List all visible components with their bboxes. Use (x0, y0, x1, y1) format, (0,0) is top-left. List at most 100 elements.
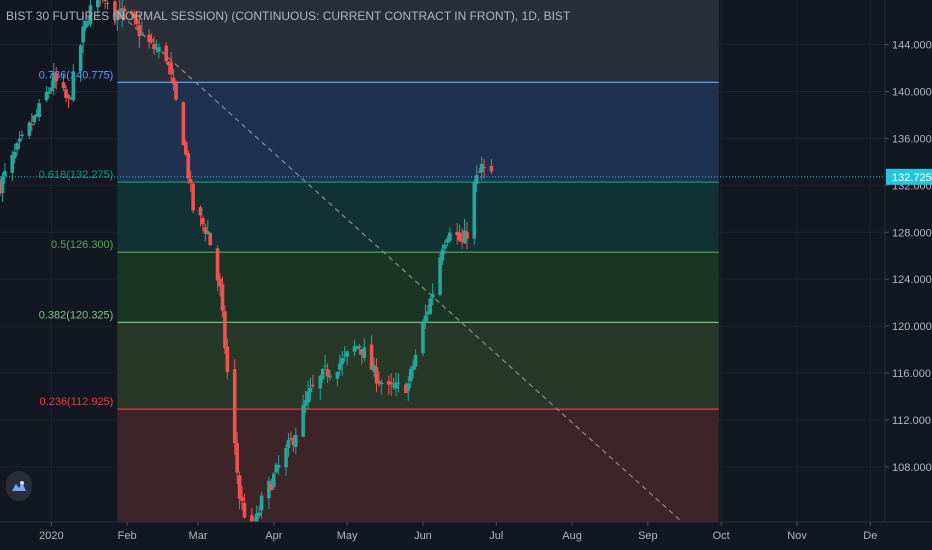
candle-body (355, 346, 359, 349)
candle-body (286, 439, 291, 448)
y-axis-tick-label: 140.000 (892, 86, 932, 98)
candle-body (86, 24, 90, 26)
trendline[interactable] (114, 8, 683, 523)
candle-body (27, 122, 32, 136)
candle-body (61, 82, 66, 89)
candle-body (117, 9, 122, 19)
fib-level-label: 0.236(112.925) (40, 396, 114, 408)
candle-body (17, 138, 22, 142)
last-price-badge (886, 168, 932, 185)
candle-body (237, 475, 242, 499)
candle-body (274, 464, 279, 473)
y-axis-tick-label: 136.000 (892, 133, 932, 145)
candles (0, 0, 494, 539)
x-axis-tick-label: Mar (189, 530, 208, 542)
candle-body (232, 369, 237, 444)
candle-body (88, 5, 93, 25)
candle-body (242, 502, 247, 518)
x-axis-tick-label: May (337, 530, 358, 542)
candle-body (386, 381, 391, 385)
fib-zone (117, 252, 719, 323)
candle-body (276, 464, 281, 468)
candle-body (20, 134, 24, 136)
candle-body (66, 95, 71, 99)
candle-body (455, 232, 459, 236)
x-axis-tick-label: De (863, 530, 877, 542)
x-axis-tick-label: Jul (489, 530, 503, 542)
candle-body (186, 153, 191, 179)
candle-body (413, 355, 418, 367)
candle-body (184, 142, 188, 155)
y-axis-tick-label: 112.000 (892, 415, 931, 427)
candle-body (311, 384, 315, 387)
fib-level-label: 0.618(132.275) (39, 169, 114, 181)
candle-body (338, 363, 342, 370)
candle-body (206, 231, 210, 234)
x-axis-tick-label: Sep (638, 530, 658, 542)
candle-body (78, 45, 83, 71)
y-axis-tick-label: 128.000 (892, 227, 932, 239)
fib-zone (117, 409, 719, 522)
candle-body (448, 232, 452, 241)
candle-body (113, 1, 117, 17)
candle-body (335, 371, 340, 379)
candle-body (47, 91, 51, 94)
candle-body (208, 232, 213, 246)
y-axis-tick-label: 120.000 (892, 321, 932, 333)
last-price-label: 132.725 (892, 172, 932, 184)
candle-body (272, 473, 276, 488)
candle-body (404, 384, 408, 394)
candle-body (83, 20, 88, 29)
candle-body (267, 480, 271, 499)
candle-body (391, 386, 396, 388)
candle-body (394, 382, 398, 389)
candle-body (171, 77, 176, 84)
candle-body (135, 19, 139, 24)
x-axis-tick-label: Apr (265, 530, 282, 542)
candle-body (474, 174, 479, 184)
fib-zone (117, 182, 719, 253)
candle-body (174, 81, 178, 100)
fib-level-label: 0.382(120.325) (39, 309, 114, 321)
candle-body (472, 181, 477, 239)
candle-body (362, 347, 367, 358)
candle-body (10, 155, 15, 173)
candle-body (169, 62, 173, 75)
candle-body (325, 369, 330, 377)
candle-body (294, 434, 298, 447)
candle-body (259, 495, 264, 511)
candle-body (15, 143, 19, 150)
candle-body (149, 39, 154, 42)
candle-body (352, 346, 357, 352)
candle-body (137, 25, 142, 37)
candle-body (289, 438, 293, 440)
candle-body (201, 218, 205, 225)
y-axis[interactable]: 108.000 112.000 116.000 120.000 124.000 128.0… (884, 0, 932, 550)
y-axis-tick-label: 108.000 (892, 462, 932, 474)
candle-body (257, 512, 261, 516)
candle-body (379, 382, 384, 385)
candle-body (318, 376, 323, 389)
candle-body (389, 382, 393, 385)
candle-body (0, 176, 5, 194)
fib-level-label: 0.786(140.775) (39, 69, 114, 81)
y-axis-background (885, 0, 932, 550)
candle-body (240, 496, 244, 501)
candle-body (139, 32, 144, 34)
x-axis-background (0, 522, 932, 550)
candle-body (360, 349, 364, 355)
tradingview-logo-icon[interactable] (6, 471, 32, 501)
candle-body (479, 163, 484, 173)
candle-body (203, 227, 208, 234)
x-axis[interactable]: 2020 Feb Mar Apr May Jun Jul Aug Sep Oct Nov De (0, 521, 932, 550)
candle-body (81, 26, 85, 43)
candle-body (105, 3, 110, 5)
candle-body (357, 346, 362, 348)
fibonacci-retracement[interactable]: 0.786(140.775) 0.618(132.275) 0.5(126.300)… (39, 0, 719, 522)
candle-body (345, 351, 349, 357)
candle-body (34, 113, 39, 116)
candle-body (342, 354, 347, 356)
candle-body (95, 0, 100, 8)
logo-glyph (12, 481, 26, 491)
